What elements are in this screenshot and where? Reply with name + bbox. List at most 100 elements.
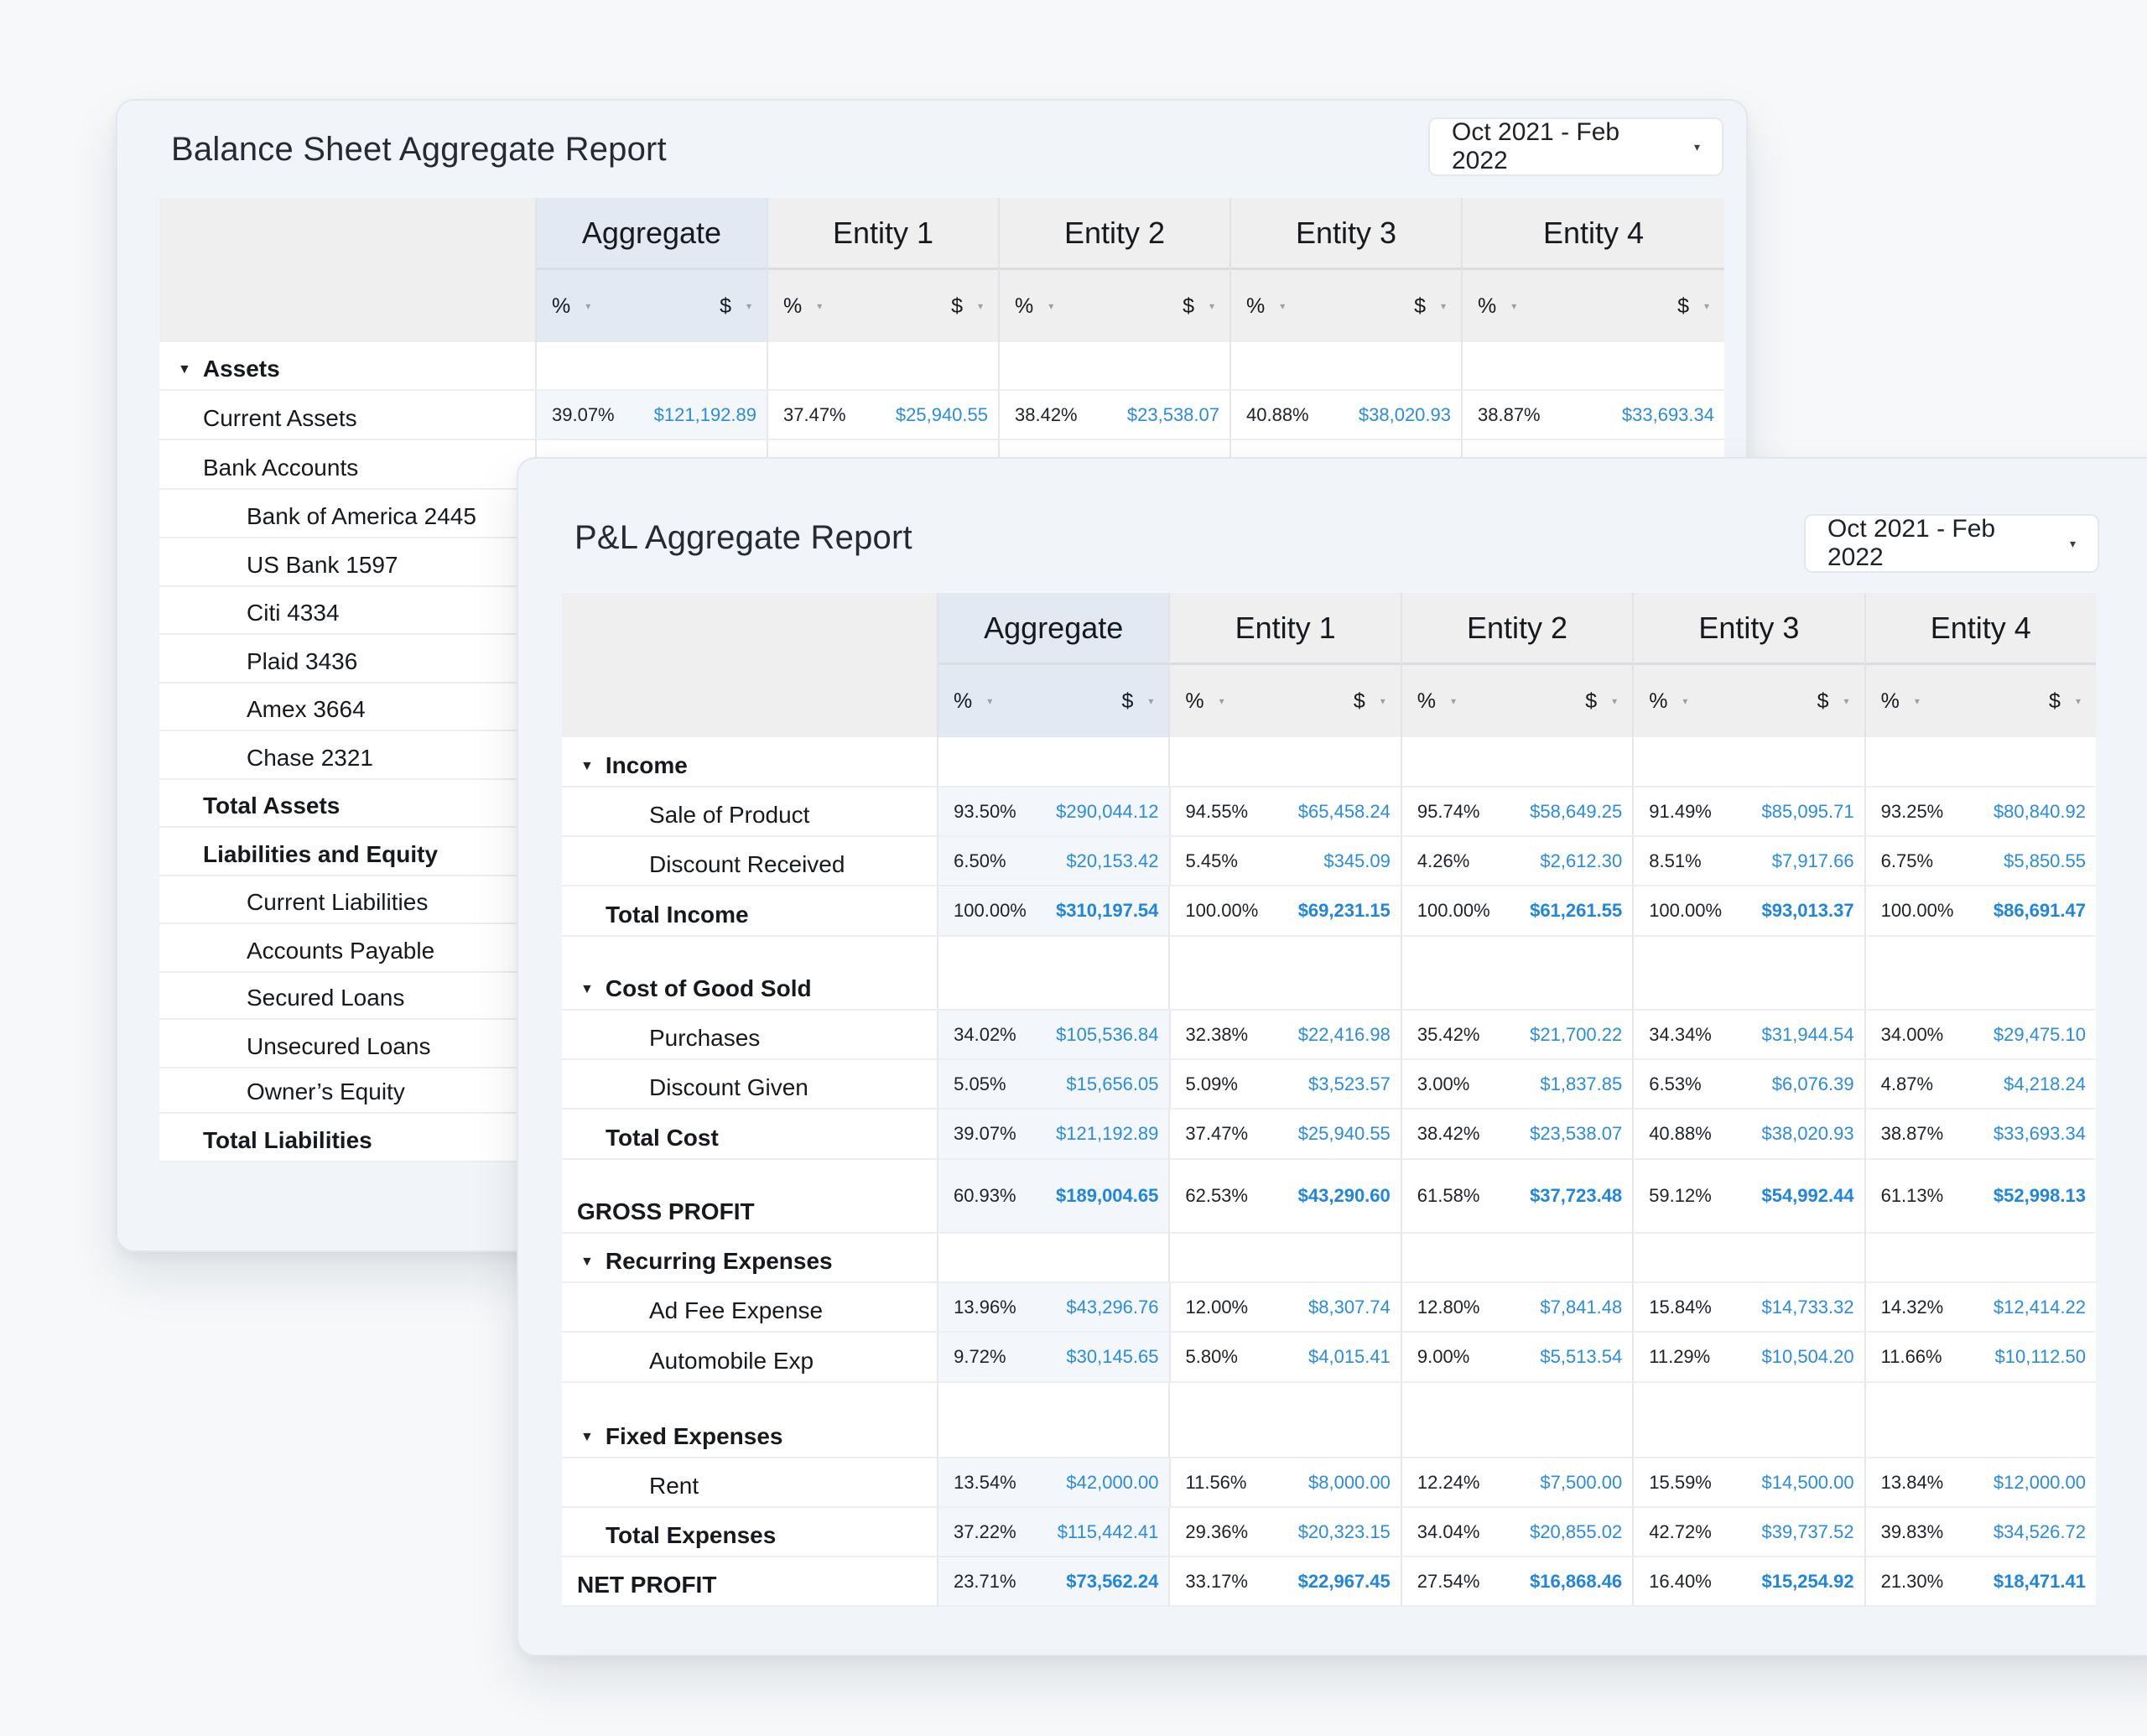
amount-value[interactable]: $14,733.32 xyxy=(1761,1296,1854,1318)
percent-sort-toggle[interactable]: % ▾ xyxy=(1246,294,1285,319)
collapse-triangle-icon[interactable]: ▼ xyxy=(580,982,594,996)
amount-sort-toggle[interactable]: $ ▾ xyxy=(2049,689,2081,714)
row-label-text: Chase 2321 xyxy=(247,745,374,771)
amount-value[interactable]: $69,231.15 xyxy=(1297,900,1391,921)
amount-value[interactable]: $7,500.00 xyxy=(1540,1471,1623,1493)
amount-value[interactable]: $73,562.24 xyxy=(1066,1570,1159,1592)
amount-sort-toggle[interactable]: $ ▾ xyxy=(951,294,983,319)
amount-value[interactable]: $310,197.54 xyxy=(1056,900,1159,921)
amount-value[interactable]: $22,967.45 xyxy=(1297,1570,1391,1592)
amount-value[interactable]: $8,307.74 xyxy=(1308,1296,1391,1318)
amount-value[interactable]: $65,458.24 xyxy=(1297,800,1391,822)
amount-value[interactable]: $22,416.98 xyxy=(1297,1023,1391,1045)
table-row[interactable]: ▼ Cost of Good Sold xyxy=(562,937,2096,1011)
percent-sort-toggle[interactable]: % ▾ xyxy=(552,294,590,319)
amount-value[interactable]: $5,850.55 xyxy=(2004,850,2086,871)
percent-sort-toggle[interactable]: % ▾ xyxy=(1478,294,1516,319)
pl-date-range-dropdown[interactable]: Oct 2021 - Feb 2022 ▾ xyxy=(1804,514,2099,573)
amount-value[interactable]: $121,192.89 xyxy=(1056,1123,1159,1144)
amount-value[interactable]: $12,000.00 xyxy=(1993,1471,2086,1493)
table-row[interactable]: ▼ Fixed Expenses xyxy=(562,1383,2096,1458)
amount-value[interactable]: $189,004.65 xyxy=(1056,1185,1159,1206)
amount-value[interactable]: $115,442.41 xyxy=(1057,1520,1159,1542)
collapse-triangle-icon[interactable]: ▼ xyxy=(580,759,594,773)
amount-value[interactable]: $29,475.10 xyxy=(1993,1023,2086,1045)
amount-value[interactable]: $86,691.47 xyxy=(1993,900,2086,921)
amount-value[interactable]: $42,000.00 xyxy=(1066,1471,1159,1493)
amount-value[interactable]: $43,290.60 xyxy=(1297,1185,1391,1206)
amount-value[interactable]: $38,020.93 xyxy=(1761,1123,1854,1144)
percent-sort-toggle[interactable]: % ▾ xyxy=(1015,294,1053,319)
amount-value[interactable]: $20,153.42 xyxy=(1066,850,1159,871)
percent-sort-toggle[interactable]: % ▾ xyxy=(783,294,822,319)
amount-value[interactable]: $39,737.52 xyxy=(1761,1520,1854,1542)
amount-value[interactable]: $16,868.46 xyxy=(1530,1570,1623,1592)
amount-value[interactable]: $38,020.93 xyxy=(1358,403,1451,425)
collapse-triangle-icon[interactable]: ▼ xyxy=(580,1255,594,1269)
amount-value[interactable]: $5,513.54 xyxy=(1540,1346,1623,1367)
collapse-triangle-icon[interactable]: ▼ xyxy=(580,1430,594,1444)
table-row[interactable]: ▼ Recurring Expenses xyxy=(562,1234,2096,1283)
amount-sort-toggle[interactable]: $ ▾ xyxy=(1677,294,1709,319)
amount-value[interactable]: $3,523.57 xyxy=(1308,1073,1391,1094)
amount-sort-toggle[interactable]: $ ▾ xyxy=(1817,689,1849,714)
amount-value[interactable]: $20,855.02 xyxy=(1530,1520,1623,1542)
amount-value[interactable]: $2,612.30 xyxy=(1540,850,1623,871)
amount-value[interactable]: $58,649.25 xyxy=(1530,800,1623,822)
amount-value[interactable]: $30,145.65 xyxy=(1066,1346,1159,1367)
amount-sort-toggle[interactable]: $ ▾ xyxy=(1354,689,1385,714)
amount-value[interactable]: $4,218.24 xyxy=(2004,1073,2086,1094)
amount-value[interactable]: $33,693.34 xyxy=(1621,403,1714,425)
amount-sort-toggle[interactable]: $ ▾ xyxy=(720,294,751,319)
percent-sort-toggle[interactable]: % ▾ xyxy=(1417,689,1456,714)
amount-value[interactable]: $14,500.00 xyxy=(1761,1471,1854,1493)
amount-value[interactable]: $52,998.13 xyxy=(1993,1185,2086,1206)
amount-value[interactable]: $8,000.00 xyxy=(1308,1471,1391,1493)
amount-value[interactable]: $23,538.07 xyxy=(1530,1123,1623,1144)
percent-sort-toggle[interactable]: % ▾ xyxy=(1185,689,1224,714)
amount-sort-toggle[interactable]: $ ▾ xyxy=(1121,689,1153,714)
amount-value[interactable]: $37,723.48 xyxy=(1530,1185,1623,1206)
amount-value[interactable]: $93,013.37 xyxy=(1761,900,1854,921)
amount-value[interactable]: $15,656.05 xyxy=(1066,1073,1159,1094)
percent-sort-toggle[interactable]: % ▾ xyxy=(1881,689,1920,714)
amount-value[interactable]: $7,917.66 xyxy=(1771,850,1854,871)
amount-sort-toggle[interactable]: $ ▾ xyxy=(1183,294,1214,319)
amount-sort-toggle[interactable]: $ ▾ xyxy=(1585,689,1617,714)
amount-value[interactable]: $23,538.07 xyxy=(1126,403,1219,425)
balance-sheet-date-range-dropdown[interactable]: Oct 2021 - Feb 2022 ▾ xyxy=(1428,117,1723,176)
table-row[interactable]: ▼ Income xyxy=(562,737,2096,787)
amount-value[interactable]: $290,044.12 xyxy=(1056,800,1159,822)
amount-value[interactable]: $10,112.50 xyxy=(1994,1346,2086,1367)
amount-value[interactable]: $12,414.22 xyxy=(1993,1296,2086,1318)
amount-value[interactable]: $21,700.22 xyxy=(1530,1023,1623,1045)
amount-value[interactable]: $4,015.41 xyxy=(1308,1346,1391,1367)
amount-value[interactable]: $121,192.89 xyxy=(653,403,756,425)
amount-value[interactable]: $1,837.85 xyxy=(1540,1073,1623,1094)
amount-value[interactable]: $43,296.76 xyxy=(1066,1296,1159,1318)
amount-value[interactable]: $33,693.34 xyxy=(1993,1123,2086,1144)
amount-value[interactable]: $15,254.92 xyxy=(1761,1570,1854,1592)
amount-value[interactable]: $7,841.48 xyxy=(1540,1296,1623,1318)
amount-value[interactable]: $61,261.55 xyxy=(1530,900,1623,921)
amount-value[interactable]: $25,940.55 xyxy=(1297,1123,1391,1144)
amount-sort-toggle[interactable]: $ ▾ xyxy=(1414,294,1446,319)
amount-value[interactable]: $54,992.44 xyxy=(1761,1185,1854,1206)
amount-value[interactable]: $20,323.15 xyxy=(1297,1520,1391,1542)
entity-4-cell: 6.75% $5,850.55 xyxy=(1864,837,2096,886)
amount-value[interactable]: $25,940.55 xyxy=(895,403,988,425)
amount-value[interactable]: $80,840.92 xyxy=(1993,800,2086,822)
percent-sort-toggle[interactable]: % ▾ xyxy=(954,689,992,714)
collapse-triangle-icon[interactable]: ▼ xyxy=(178,362,191,377)
table-row[interactable]: ▼ Assets xyxy=(159,342,1724,391)
amount-value[interactable]: $6,076.39 xyxy=(1771,1073,1854,1094)
entity-3-cell: 6.53% $6,076.39 xyxy=(1632,1060,1864,1110)
percent-sort-toggle[interactable]: % ▾ xyxy=(1649,689,1687,714)
amount-value[interactable]: $345.09 xyxy=(1323,850,1391,871)
amount-value[interactable]: $34,526.72 xyxy=(1993,1520,2086,1542)
amount-value[interactable]: $31,944.54 xyxy=(1761,1023,1854,1045)
amount-value[interactable]: $105,536.84 xyxy=(1056,1023,1159,1045)
amount-value[interactable]: $85,095.71 xyxy=(1761,800,1854,822)
amount-value[interactable]: $18,471.41 xyxy=(1993,1570,2086,1592)
amount-value[interactable]: $10,504.20 xyxy=(1761,1346,1854,1367)
